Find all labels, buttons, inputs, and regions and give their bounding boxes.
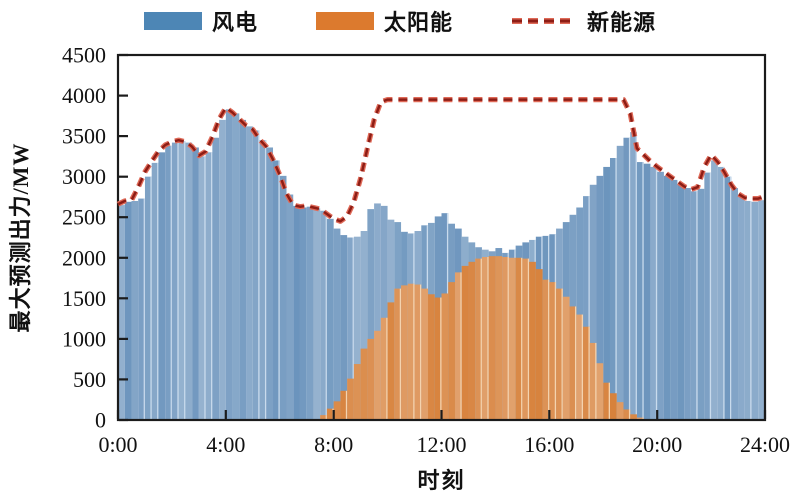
y-tick-label: 2000 — [62, 245, 106, 270]
legend-item-new-energy: 新能源 — [511, 5, 656, 37]
axes — [116, 53, 767, 422]
x-tick-label: 8:00 — [314, 432, 353, 457]
y-tick-label: 4500 — [62, 43, 106, 68]
y-tick-label: 2500 — [62, 205, 106, 230]
y-tick-label: 4000 — [62, 83, 106, 108]
new-energy-line — [116, 96, 766, 224]
legend-item-solar: 太阳能 — [315, 5, 453, 37]
solar-swatch-icon — [315, 12, 374, 30]
legend-label: 风电 — [211, 10, 258, 35]
x-tick-label: 12:00 — [416, 432, 466, 457]
x-tick-label: 24:00 — [740, 432, 790, 457]
legend-label: 太阳能 — [383, 10, 453, 35]
legend-label: 新能源 — [587, 10, 657, 35]
x-tick-label: 20:00 — [632, 432, 682, 457]
wind-swatch-icon — [143, 12, 202, 30]
y-tick-label: 3500 — [62, 124, 106, 149]
x-tick-label: 4:00 — [206, 432, 245, 457]
tick-labels: 0 500 1000 1500 2000 2500 3000 3500 4000 4500 0:00… — [62, 43, 790, 458]
y-tick-label: 1500 — [62, 286, 106, 311]
y-tick-label: 3000 — [62, 164, 106, 189]
y-tick-label: 1000 — [62, 326, 106, 351]
x-tick-label: 16:00 — [524, 432, 574, 457]
y-tick-label: 0 — [95, 408, 106, 433]
legend-item-wind: 风电 — [143, 5, 258, 37]
chart-legend: 风电 太阳能 新能源 — [0, 3, 800, 39]
new-energy-dashed-line-icon — [512, 18, 576, 24]
solar-bars — [320, 256, 644, 420]
y-tick-label: 500 — [73, 367, 106, 392]
x-tick-label: 0:00 — [98, 432, 137, 457]
x-axis-title: 时刻 — [417, 468, 465, 493]
plot-area: 0 500 1000 1500 2000 2500 3000 3500 4000 4500 0:00… — [8, 43, 790, 494]
y-axis-title: 最大预测出力/MW — [8, 143, 33, 333]
